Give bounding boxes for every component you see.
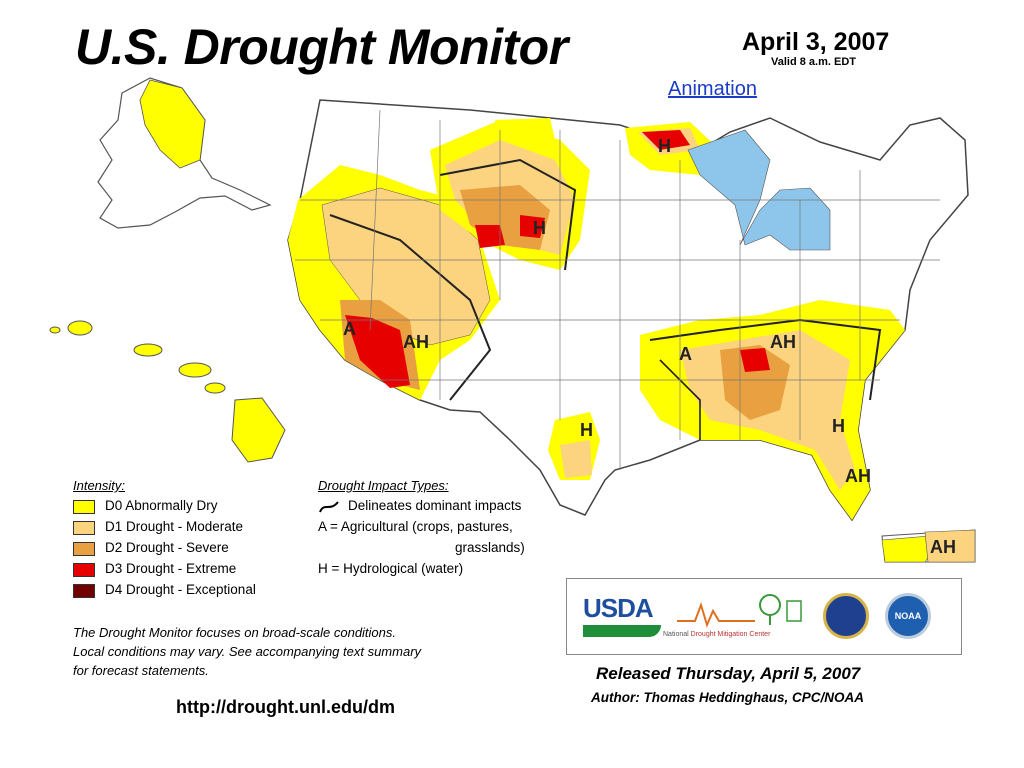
impact-hydrological: H = Hydrological (water) <box>318 561 464 576</box>
source-url: http://drought.unl.edu/dm <box>176 697 395 717</box>
impact-legend-title: Drought Impact Types: <box>318 478 449 493</box>
page-title: U.S. Drought Monitor <box>75 19 568 75</box>
impact-line-icon <box>319 501 339 513</box>
note-line-2: Local conditions may vary. See accompany… <box>73 644 422 659</box>
legend-swatch-d4 <box>73 584 95 598</box>
map-impact-labels: H H A AH A AH H H AH AH <box>343 136 956 557</box>
released-date: Released Thursday, April 5, 2007 <box>596 664 861 683</box>
legend-swatch-d3 <box>73 563 95 577</box>
legend-swatch-d2 <box>73 542 95 556</box>
usda-logo: USDA <box>583 593 661 639</box>
label-a-mississippi: A <box>679 344 692 364</box>
label-h-minnesota: H <box>658 136 671 156</box>
note-line-3: for forecast statements. <box>73 663 209 678</box>
map-date: April 3, 2007 <box>742 28 890 56</box>
valid-time: Valid 8 a.m. EDT <box>771 56 856 68</box>
label-ah-southwest: AH <box>403 332 429 352</box>
label-a-california: A <box>343 319 356 339</box>
note-line-1: The Drought Monitor focuses on broad-sca… <box>73 625 397 640</box>
label-h-texas: H <box>580 420 593 440</box>
label-ah-puerto-rico: AH <box>930 537 956 557</box>
legend-swatch-d1 <box>73 521 95 535</box>
agency-logos: USDA National Drought Mitigation Center … <box>566 578 962 655</box>
label-h-plains: H <box>533 218 546 238</box>
impact-agricultural: A = Agricultural (crops, pastures, <box>318 519 513 534</box>
ndmc-logo-graphic <box>677 594 802 628</box>
conus-region <box>287 99 969 522</box>
animation-link[interactable]: Animation <box>668 78 757 100</box>
noaa-logo: NOAA <box>885 593 931 639</box>
disclaimer-note: The Drought Monitor focuses on broad-sca… <box>73 623 553 680</box>
doc-seal-icon <box>823 593 869 639</box>
legend-swatch-d0 <box>73 500 95 514</box>
label-h-georgia: H <box>832 416 845 436</box>
legend-label-d3: D3 Drought - Extreme <box>105 561 237 576</box>
label-ah-florida: AH <box>845 466 871 486</box>
impact-delineates: Delineates dominant impacts <box>348 498 522 513</box>
legend-label-d0: D0 Abnormally Dry <box>105 498 218 513</box>
author-credit: Author: Thomas Heddinghaus, CPC/NOAA <box>591 690 864 705</box>
legend-label-d1: D1 Drought - Moderate <box>105 519 244 534</box>
legend-label-d4: D4 Drought - Exceptional <box>105 582 256 597</box>
label-ah-tennessee: AH <box>770 332 796 352</box>
alaska-region <box>97 77 272 229</box>
puerto-rico-region <box>881 529 976 563</box>
impact-grasslands: grasslands) <box>455 540 525 555</box>
hawaii-region <box>49 320 286 463</box>
legend-label-d2: D2 Drought - Severe <box>105 540 229 555</box>
ndmc-label: National Drought Mitigation Center <box>663 631 771 638</box>
intensity-legend-title: Intensity: <box>73 478 126 493</box>
